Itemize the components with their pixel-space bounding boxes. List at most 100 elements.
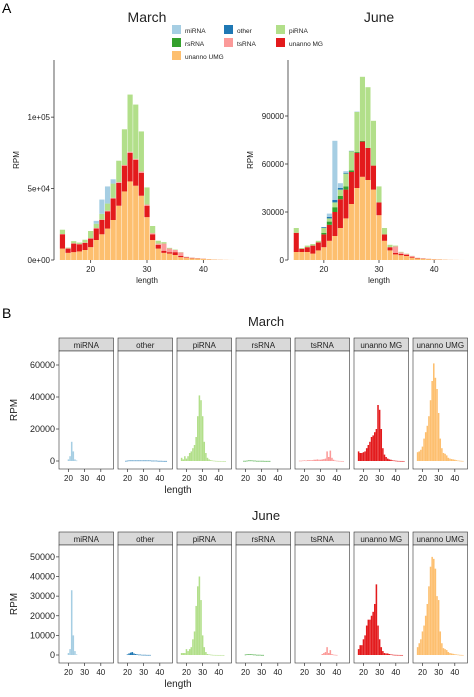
bar (209, 460, 212, 461)
bar (300, 460, 303, 462)
y-tick-label: 1e+05 (28, 113, 51, 122)
bar (428, 416, 430, 461)
bar (256, 460, 258, 462)
bar (149, 654, 151, 656)
legend-label: piRNA (289, 28, 308, 35)
bar (327, 457, 330, 461)
bar-segment (370, 120, 377, 166)
legend-item: tsRNA (224, 38, 256, 48)
bar (218, 654, 220, 656)
bar-segment (304, 245, 310, 248)
bar (200, 600, 202, 655)
bar (139, 460, 142, 462)
bar-segment (99, 199, 105, 214)
facet-mirna: miRNA 20 30 40 (58, 531, 114, 677)
bar-segment (133, 104, 139, 159)
legend-item: other (224, 25, 253, 35)
legend-label: unanno MG (289, 41, 323, 48)
bar (434, 568, 437, 655)
bar (213, 460, 215, 462)
bar-segment (359, 176, 365, 260)
bar-segment (365, 148, 371, 180)
facet-label: other (136, 341, 155, 350)
bar-segment (348, 172, 354, 204)
x-tick-label: 40 (430, 265, 439, 274)
bar (420, 449, 422, 461)
bar-segment (93, 228, 99, 240)
bar-segment (166, 247, 173, 249)
bar (141, 460, 143, 462)
bar-segment (337, 188, 343, 190)
legend-swatch (172, 25, 181, 34)
bar-segment (127, 94, 133, 152)
bar-segment (76, 242, 82, 244)
bar-segment (59, 229, 66, 234)
y-tick-label: 0 (50, 456, 55, 466)
x-tick-label: 20 (418, 474, 427, 483)
bar (211, 654, 214, 656)
bar-segment (172, 252, 178, 255)
bar-segment (133, 185, 139, 260)
bar-segment (409, 256, 415, 257)
bar (128, 653, 130, 655)
facet-panel (294, 544, 350, 664)
x-tick-label: 20 (123, 668, 132, 677)
bar (460, 654, 463, 656)
bar-segment (166, 248, 173, 253)
x-tick-label: 20 (418, 668, 427, 677)
bar (385, 457, 387, 461)
x-tick-label: 40 (214, 668, 223, 677)
bar (67, 653, 70, 655)
y-tick-label: 40000 (30, 392, 55, 402)
bar (165, 460, 168, 462)
bar-segment (110, 198, 116, 220)
bar (383, 454, 386, 461)
y-tick-label: 90000 (262, 112, 285, 121)
bar (75, 654, 78, 656)
bar (197, 416, 199, 461)
bar (246, 460, 248, 462)
bar-segment (376, 186, 382, 203)
bar-segment (71, 252, 77, 260)
bar-segment (398, 253, 404, 256)
bar (364, 635, 366, 655)
bar-segment (116, 182, 122, 206)
bar-segment (110, 179, 116, 184)
bar (136, 654, 138, 656)
bar (72, 451, 75, 461)
panel-a: March 0e+00 5e+04 1e+05 20 30 40 length RPM June 0… (12, 9, 465, 285)
bar (380, 429, 383, 461)
x-tick-label: 20 (64, 668, 73, 677)
bar (439, 631, 442, 655)
bar (268, 460, 271, 462)
facet-unanno-mg: unanno MG 20 30 40 (353, 337, 409, 483)
bar-segment (310, 245, 316, 254)
bar-segment (370, 189, 377, 260)
bar (144, 460, 147, 462)
bar (395, 460, 397, 462)
bar (460, 460, 463, 462)
bar (188, 649, 191, 655)
bar-segment (321, 232, 327, 235)
bar-segment (354, 152, 360, 153)
bar (244, 654, 247, 656)
bar-segment (381, 234, 388, 241)
bar (184, 653, 186, 655)
bar-segment (359, 140, 365, 142)
bar-segment (337, 183, 343, 188)
x-tick-label: 30 (434, 474, 443, 483)
bar (133, 460, 135, 462)
bar (444, 453, 446, 461)
facet-panel (117, 350, 173, 470)
bar-segment (161, 243, 167, 251)
bar-segment (104, 186, 111, 204)
bar (254, 460, 256, 462)
bar-segment (359, 76, 365, 141)
bar (211, 460, 214, 462)
x-tick-label: 20 (319, 265, 328, 274)
bar-segment (71, 243, 77, 253)
bar (357, 649, 360, 655)
bar (221, 654, 223, 656)
facet-panel (235, 544, 291, 664)
